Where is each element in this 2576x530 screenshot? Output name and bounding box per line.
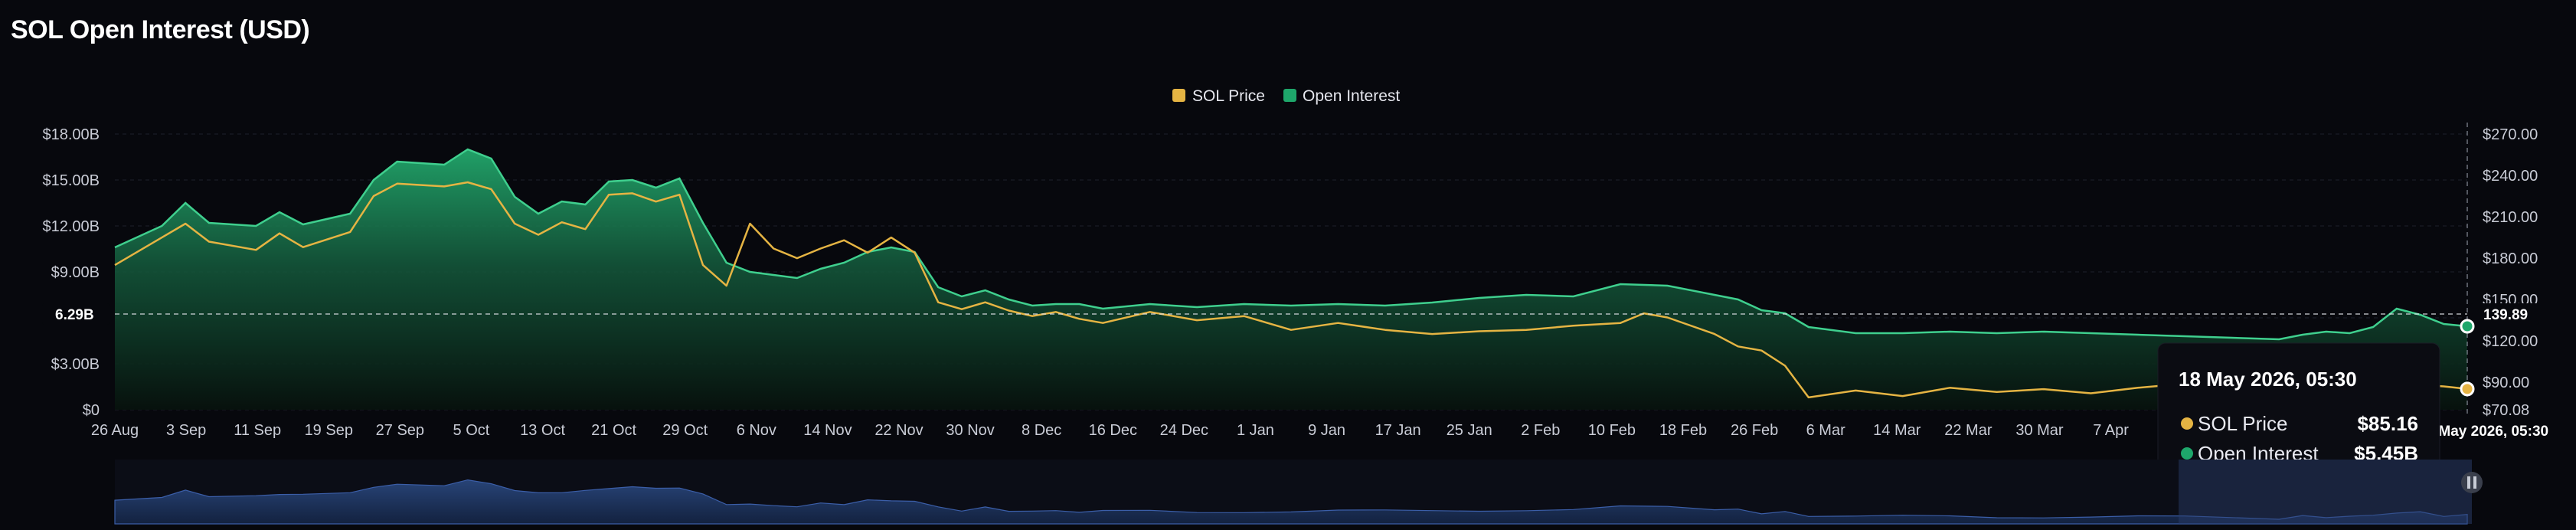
- open-interest-marker: [2460, 319, 2475, 334]
- sol-price-path: [114, 181, 2468, 399]
- x-tick-label: 14 Mar: [1873, 422, 1921, 439]
- hover-markers: [2460, 319, 2475, 397]
- tooltip-value-sol-price: $85.16: [2357, 412, 2418, 435]
- y-right-tick-label: $180.00: [2483, 250, 2538, 267]
- legend-swatch-sol-price: [1172, 89, 1185, 102]
- y-right-tick-label: $70.08: [2483, 402, 2529, 419]
- navigator-series: [114, 479, 2468, 525]
- x-axis: 26 Aug 3 Sep 11 Sep 19 Sep 27 Sep 5 Oct 13 Oct…: [91, 422, 2493, 439]
- crosshair: 6.29B 139.89 18 May 2026, 05:30: [42, 123, 2573, 441]
- y-right-tick-label: $120.00: [2483, 333, 2538, 350]
- crosshair-right-value: 139.89: [2483, 307, 2528, 323]
- crosshair-left-value: 6.29B: [55, 307, 94, 323]
- crosshair-right-badge: 139.89: [2470, 303, 2539, 325]
- y-left-tick-label: $0: [83, 402, 100, 419]
- x-tick-label: 18 Feb: [1659, 422, 1707, 439]
- y-right-tick-label: $270.00: [2483, 126, 2538, 143]
- x-tick-label: 22 Nov: [874, 422, 923, 439]
- y-left-tick-label: $9.00B: [51, 264, 100, 281]
- legend-item-open-interest[interactable]: Open Interest: [1283, 87, 1400, 105]
- y-right-tick-label: $90.00: [2483, 375, 2529, 391]
- open-interest-line: [114, 148, 2468, 341]
- x-tick-label: 14 Nov: [803, 422, 852, 439]
- chart-title: SOL Open Interest (USD): [11, 15, 310, 44]
- x-tick-label: 22 Mar: [1944, 422, 1992, 439]
- sol-price-marker: [2460, 381, 2475, 397]
- x-tick-label: 27 Sep: [376, 422, 424, 439]
- navigator[interactable]: [114, 460, 2483, 525]
- crosshair-bottom-badge: 18 May 2026, 05:30: [2412, 420, 2573, 441]
- x-tick-label: 7 Apr: [2093, 422, 2129, 439]
- y-left-tick-label: $12.00B: [42, 218, 100, 235]
- pause-handle[interactable]: [2461, 472, 2483, 493]
- x-tick-label: 6 Mar: [1806, 422, 1845, 439]
- x-tick-label: 19 Sep: [305, 422, 353, 439]
- tooltip-label-sol-price: SOL Price: [2198, 412, 2288, 435]
- tooltip-swatch-sol-price: [2181, 417, 2193, 430]
- x-tick-label: 30 Nov: [946, 422, 994, 439]
- x-tick-label: 3 Sep: [166, 422, 206, 439]
- open-interest-area: [114, 148, 2468, 410]
- tooltip-swatch-open-interest: [2181, 447, 2193, 460]
- y-left-tick-label: $18.00B: [42, 126, 100, 143]
- x-tick-label: 26 Feb: [1731, 422, 1778, 439]
- crosshair-bottom-date: 18 May 2026, 05:30: [2418, 424, 2548, 440]
- y-axis-left: $0$3.00B$6.00B$9.00B$12.00B$15.00B$18.00…: [42, 126, 100, 419]
- x-tick-label: 10 Feb: [1588, 422, 1636, 439]
- x-tick-label: 11 Sep: [234, 422, 281, 439]
- legend: SOL Price Open Interest: [1172, 87, 1400, 105]
- x-tick-label: 8 Dec: [1022, 422, 1061, 439]
- y-axis-right: $70.08$90.00$120.00$150.00$180.00$210.00…: [2483, 126, 2538, 419]
- x-tick-label: 2 Feb: [1521, 422, 1560, 439]
- x-tick-label: 5 Oct: [453, 422, 490, 439]
- legend-swatch-open-interest: [1283, 89, 1296, 102]
- crosshair-left-badge: 6.29B: [42, 303, 110, 325]
- y-left-tick-label: $15.00B: [42, 172, 100, 189]
- legend-label-sol-price: SOL Price: [1192, 87, 1265, 105]
- y-left-tick-label: $3.00B: [51, 356, 100, 373]
- x-tick-label: 13 Oct: [520, 422, 565, 439]
- y-right-tick-label: $240.00: [2483, 168, 2538, 185]
- y-right-tick-label: $210.00: [2483, 209, 2538, 226]
- x-tick-label: 30 Mar: [2015, 422, 2064, 439]
- navigator-area: [114, 479, 2468, 525]
- sol-price-line: [114, 181, 2468, 399]
- navigator-selection[interactable]: [2179, 460, 2472, 524]
- x-tick-label: 17 Jan: [1375, 422, 1421, 439]
- x-tick-label: 1 Jan: [1237, 422, 1274, 439]
- x-tick-label: 6 Nov: [737, 422, 776, 439]
- x-tick-label: 29 Oct: [662, 422, 708, 439]
- open-interest-fill: [115, 149, 2467, 410]
- x-tick-label: 21 Oct: [591, 422, 636, 439]
- x-tick-label: 26 Aug: [91, 422, 139, 439]
- tooltip-date: 18 May 2026, 05:30: [2179, 368, 2357, 391]
- x-tick-label: 16 Dec: [1089, 422, 1137, 439]
- x-tick-label: 24 Dec: [1160, 422, 1208, 439]
- x-tick-label: 25 Jan: [1447, 422, 1492, 439]
- legend-item-sol-price[interactable]: SOL Price: [1172, 87, 1265, 105]
- legend-label-open-interest: Open Interest: [1303, 87, 1400, 105]
- x-tick-label: 9 Jan: [1308, 422, 1345, 439]
